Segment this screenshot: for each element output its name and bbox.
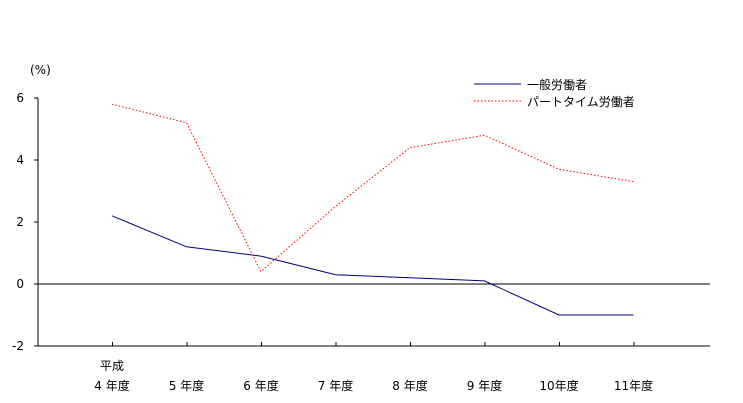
x-tick-label-line: 7 年度 — [318, 378, 353, 393]
y-tick-label: 2 — [16, 215, 24, 229]
y-axis-label: (%) — [30, 63, 51, 77]
x-tick-label: 6 年度 — [243, 378, 278, 393]
x-tick-label-line: 4 年度 — [94, 378, 129, 393]
x-tick-label: 平成 4 年度 — [94, 359, 129, 393]
x-tick-label-line: 8 年度 — [392, 378, 427, 393]
x-tick-label: 5 年度 — [169, 378, 204, 393]
y-tick-label: 0 — [16, 277, 24, 291]
x-tick-label-line: 平成 — [100, 359, 124, 373]
chart-axes: -2 0 2 4 6 平成 4 年度 5 年度 6 年度 7 年度 8 年度 9 年度 10年度 11年度 — [12, 91, 710, 393]
x-tick-label-line: 10年度 — [539, 378, 578, 393]
y-tick-label: 6 — [16, 91, 24, 105]
x-tick-label-line: 5 年度 — [169, 378, 204, 393]
x-tick-label: 7 年度 — [318, 378, 353, 393]
y-tick-label: -2 — [12, 339, 24, 353]
chart-series — [111, 103, 634, 316]
legend-label: パートタイム労働者 — [527, 95, 635, 109]
x-tick-label: 11年度 — [614, 378, 653, 393]
y-tick-label: 4 — [16, 153, 24, 167]
series-line-2 — [111, 103, 634, 273]
legend-label: 一般労働者 — [527, 77, 587, 92]
x-tick-label-line: 6 年度 — [243, 378, 278, 393]
x-tick-label: 10年度 — [539, 378, 578, 393]
series-line-1 — [111, 215, 634, 316]
x-tick-label: 9 年度 — [467, 378, 502, 393]
x-tick-label-line: 11年度 — [614, 378, 653, 393]
x-tick-label: 8 年度 — [392, 378, 427, 393]
x-tick-label-line: 9 年度 — [467, 378, 502, 393]
